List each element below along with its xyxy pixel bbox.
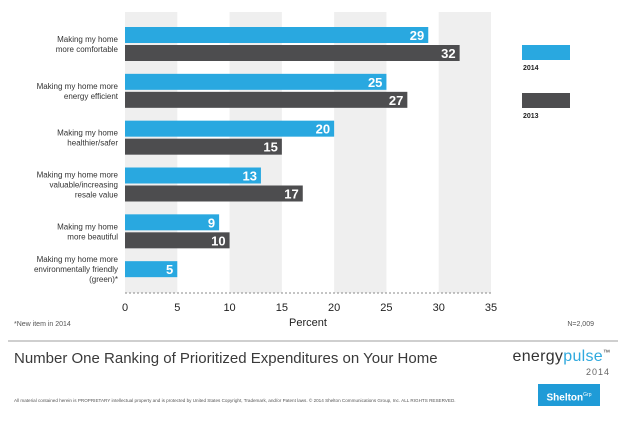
category-label-line: more comfortable (56, 45, 119, 54)
category-label-line: Making my home (57, 35, 118, 44)
bar-value-label: 15 (263, 140, 277, 155)
x-axis-title: Percent (289, 317, 327, 329)
bar-value-label: 17 (284, 187, 298, 202)
x-tick-label: 25 (380, 302, 392, 314)
x-tick-label: 20 (328, 302, 340, 314)
bar-value-label: 13 (242, 169, 256, 184)
category-label-line: resale value (75, 191, 119, 200)
category-label-line: valuable/increasing (50, 181, 119, 190)
bar-2014 (125, 120, 335, 137)
bar-2014 (125, 214, 220, 231)
x-tick-label: 15 (276, 302, 288, 314)
logo-sup: Grp (583, 392, 592, 398)
legend-swatch-2014 (522, 45, 570, 60)
x-tick-label: 35 (485, 302, 497, 314)
bars: 29 32 25 27 20 15 13 17 9 10 5 (125, 27, 460, 278)
bar-value-label: 32 (441, 46, 455, 61)
x-tick-label: 30 (433, 302, 445, 314)
bar-value-label: 27 (389, 93, 403, 108)
brand-suffix: pulse (563, 348, 603, 365)
x-tick-labels: 0 5 10 15 20 25 30 35 (122, 302, 497, 314)
category-label: Making my home more valuable/increasing re… (37, 171, 119, 200)
bar-value-label: 5 (166, 262, 173, 277)
new-item-note: *New item in 2014 (14, 321, 71, 328)
category-label: Making my home more beautiful (57, 222, 118, 241)
bar-2013 (125, 91, 408, 108)
footer-divider (8, 340, 618, 342)
category-label: Making my home more comfortable (56, 35, 119, 54)
bar-2014 (125, 73, 387, 90)
x-tick-label: 5 (174, 302, 180, 314)
x-tick-label: 10 (223, 302, 235, 314)
bar-2014 (125, 167, 261, 184)
x-tick-label: 0 (122, 302, 128, 314)
category-label-line: Making my home more (37, 255, 119, 264)
bar-2013 (125, 185, 303, 202)
bar-2014 (125, 261, 178, 278)
category-label-line: Making my home more (37, 82, 119, 91)
logo-text: Shelton (546, 392, 584, 404)
category-label-line: Making my home (57, 222, 118, 231)
category-label-line: healthier/safer (67, 139, 118, 148)
legend-swatch-2013 (522, 93, 570, 108)
category-label-line: Making my home (57, 129, 118, 138)
category-label-line: energy efficient (64, 92, 119, 101)
bar-value-label: 10 (211, 233, 225, 248)
legend-label-2013: 2013 (523, 113, 539, 120)
bar-2014 (125, 27, 429, 43)
bar-value-label: 9 (208, 215, 215, 230)
category-label: Making my home healthier/safer (57, 129, 118, 148)
copyright-disclaimer: All material contained herein is PROPRIE… (14, 398, 456, 403)
legend-label-2014: 2014 (523, 65, 539, 72)
brand-tm: ™ (603, 349, 610, 357)
bar-value-label: 29 (410, 28, 424, 43)
category-label: Making my home more energy efficient (37, 82, 119, 101)
category-label-line: environmentally friendly (34, 265, 118, 274)
category-label-line: Making my home more (37, 171, 119, 180)
bar-2013 (125, 45, 460, 61)
slide-title: Number One Ranking of Prioritized Expend… (14, 350, 438, 367)
bar-value-label: 25 (368, 75, 382, 90)
legend: 2014 2013 (522, 45, 570, 120)
category-label-line: more beautiful (67, 232, 118, 241)
energypulse-logo: energypulse™ 2014 (510, 348, 610, 377)
brand-year: 2014 (585, 367, 610, 377)
bar-2013 (125, 232, 230, 249)
category-label: Making my home more environmentally frien… (34, 255, 119, 284)
bar-2013 (125, 138, 282, 155)
brand-prefix: energy (512, 348, 564, 365)
category-label-line: (green)* (89, 275, 118, 284)
shelton-logo: SheltonGrp (538, 384, 600, 406)
sample-size-note: N=2,009 (567, 321, 594, 328)
bar-value-label: 20 (316, 122, 330, 137)
